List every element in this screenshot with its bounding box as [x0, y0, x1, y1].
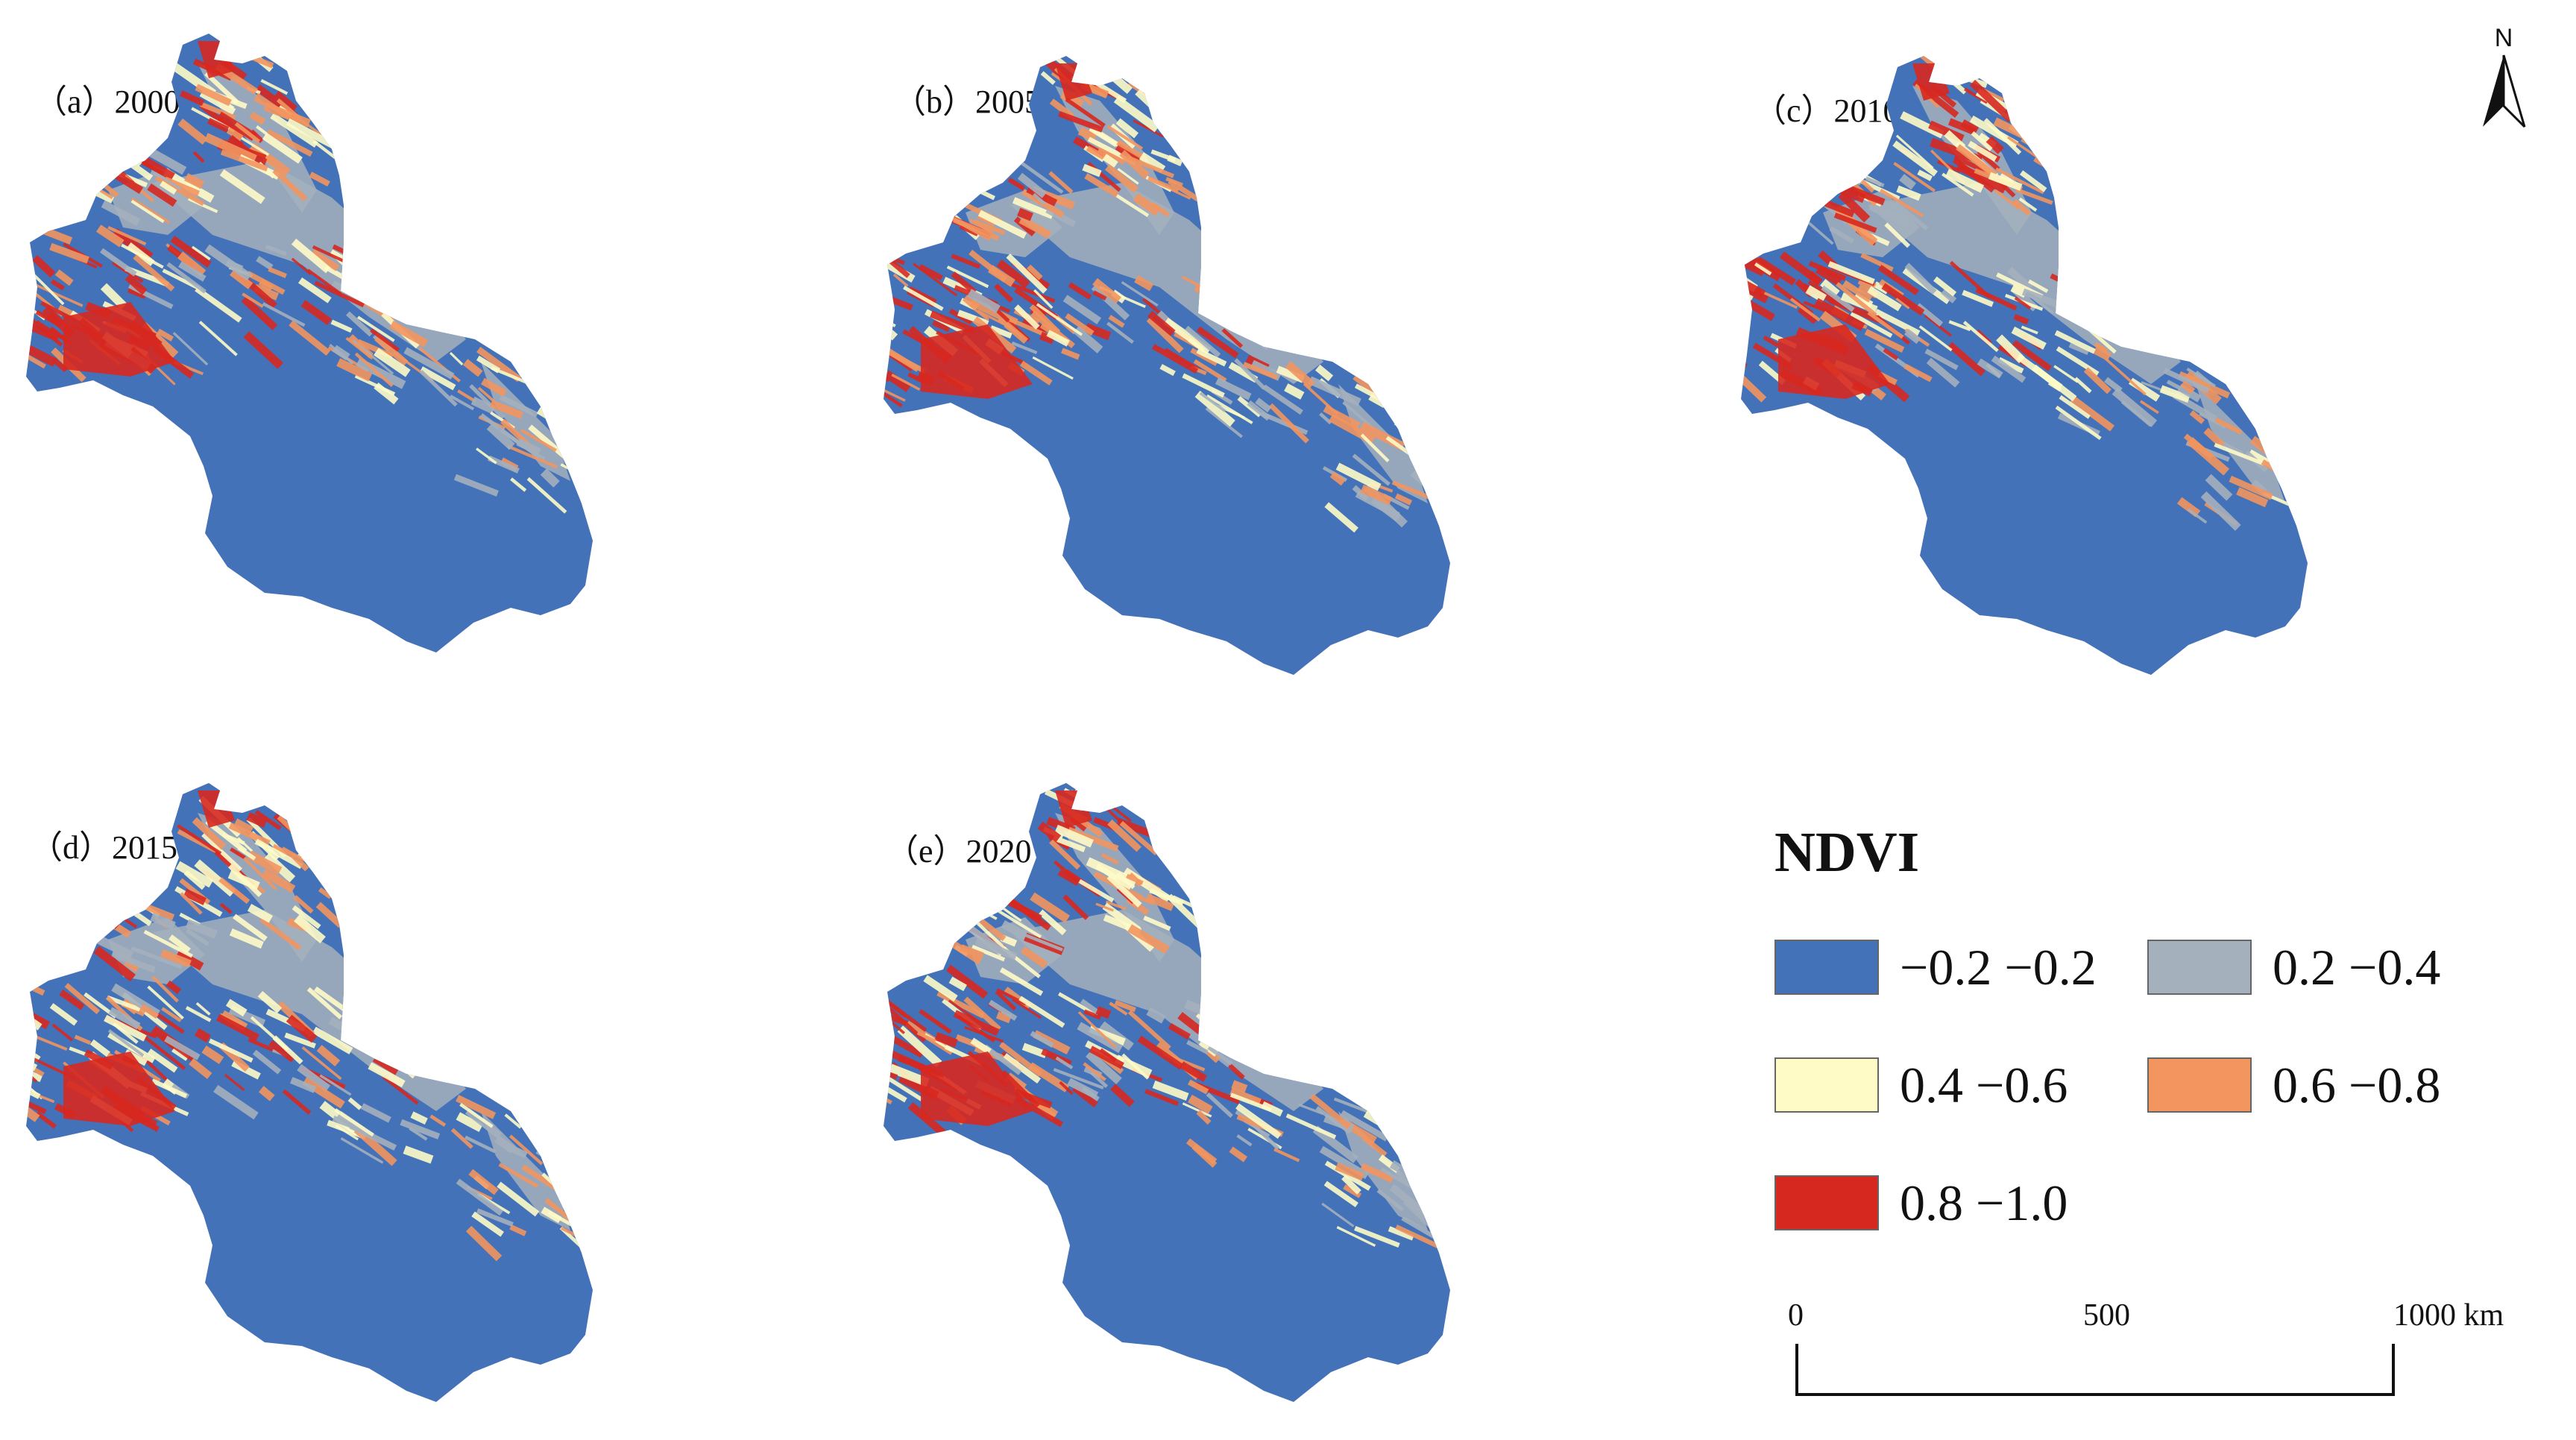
panel-label-a: （a）2000: [34, 84, 180, 120]
legend-label-4: 0.6 −0.8: [2273, 1057, 2441, 1113]
map-panel-2005: [884, 56, 1450, 675]
legend-swatch-2: [2147, 940, 2252, 995]
north-arrow-icon: N: [2483, 24, 2526, 128]
panel-label-d: （d）2015: [30, 829, 177, 866]
scale-bar-line: [1795, 1344, 2395, 1396]
legend-label-2: 0.2 −0.4: [2273, 939, 2441, 996]
map-panel-2015: [26, 783, 593, 1402]
panel-label-b: （b）2005: [893, 84, 1041, 120]
legend: NDVI −0.2 −0.2 0.2 −0.4 0.4 −0.6 0.6 −0.…: [1774, 820, 2565, 1268]
scale-bar: 0 500 1000 km: [1774, 1298, 2565, 1417]
scale-label-0: 0: [1788, 1298, 1804, 1333]
north-arrow: N: [2474, 22, 2534, 138]
legend-swatch-3: [1774, 1057, 1879, 1113]
legend-title: NDVI: [1774, 821, 1920, 884]
legend-swatch-1: [1774, 940, 1879, 995]
legend-swatch-5: [1774, 1175, 1879, 1230]
scale-label-500: 500: [2083, 1298, 2130, 1333]
legend-label-1: −0.2 −0.2: [1900, 939, 2097, 996]
map-panel-2020: [884, 783, 1450, 1402]
legend-label-3: 0.4 −0.6: [1900, 1057, 2068, 1113]
panel-label-c: （c）2010: [1754, 92, 1900, 129]
map-panel-2000: [26, 34, 593, 653]
legend-label-5: 0.8 −1.0: [1900, 1175, 2068, 1231]
panel-label-e: （e）2020: [886, 833, 1032, 870]
legend-swatch-4: [2147, 1057, 2252, 1113]
map-panel-2010: [1741, 56, 2308, 675]
scale-label-1000: 1000 km: [2393, 1298, 2504, 1333]
north-arrow-label: N: [2495, 24, 2513, 52]
